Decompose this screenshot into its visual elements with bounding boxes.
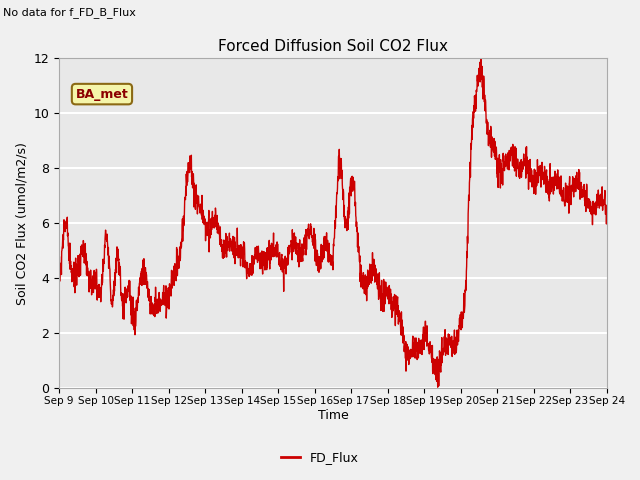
FD_Flux [208,223,216,229]
Y-axis label: Soil CO2 Flux (umol/m2/s): Soil CO2 Flux (umol/m2/s) [15,142,28,305]
FD_Flux [434,384,442,390]
FD_Flux [555,174,563,180]
FD_Flux [349,188,356,194]
Text: No data for f_FD_B_Flux: No data for f_FD_B_Flux [3,7,136,18]
FD_Flux [493,151,500,157]
FD_Flux [603,208,611,214]
FD_Flux [570,176,578,181]
X-axis label: Time: Time [317,409,348,422]
Legend: FD_Flux: FD_Flux [276,446,364,469]
FD_Flux [477,55,484,61]
FD_Flux [55,279,63,285]
Title: Forced Diffusion Soil CO2 Flux: Forced Diffusion Soil CO2 Flux [218,39,448,54]
Text: BA_met: BA_met [76,87,129,101]
FD_Flux [361,282,369,288]
Line: FD_Flux: FD_Flux [59,58,607,387]
